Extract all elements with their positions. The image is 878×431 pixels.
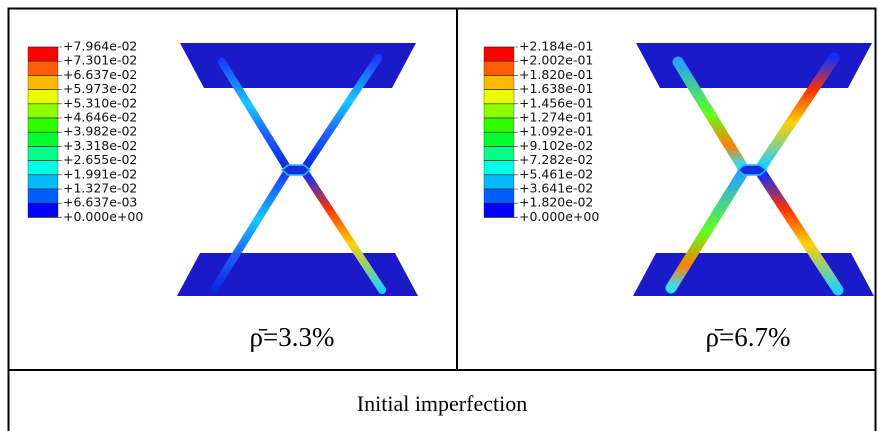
legend-label: +0.000e+00 [519, 209, 599, 224]
center-node [738, 165, 766, 175]
fea-model [633, 43, 874, 296]
legend-label: +2.184e-01 [519, 39, 593, 54]
legend-label: +1.820e-01 [519, 67, 593, 82]
legend-label: +1.638e-01 [519, 81, 593, 96]
legend-label: +1.327e-02 [63, 181, 137, 196]
legend-label: +6.637e-02 [63, 67, 137, 82]
panel: +7.964e-02+7.301e-02+6.637e-02+5.973e-02… [28, 39, 418, 353]
legend: +2.184e-01+2.002e-01+1.820e-01+1.638e-01… [484, 39, 599, 224]
legend-swatch [484, 175, 514, 189]
legend-swatch [28, 90, 58, 104]
footer-text: Initial imperfection [357, 391, 527, 416]
legend-label: +5.973e-02 [63, 81, 137, 96]
legend-label: +5.310e-02 [63, 95, 137, 110]
legend-swatch [484, 104, 514, 118]
legend-swatch [484, 189, 514, 203]
top-plate [636, 43, 872, 88]
legend-swatch [484, 146, 514, 160]
legend-label: +2.655e-02 [63, 152, 137, 167]
legend-label: +1.274e-01 [519, 110, 593, 125]
legend-swatch [28, 189, 58, 203]
legend-swatch [28, 104, 58, 118]
legend-label: +7.282e-02 [519, 152, 593, 167]
figure: Initial imperfection +7.964e-02+7.301e-0… [0, 0, 878, 431]
legend: +7.964e-02+7.301e-02+6.637e-02+5.973e-02… [28, 39, 143, 224]
legend-label: +7.964e-02 [63, 39, 137, 54]
caption: ρ̄=3.3% [250, 322, 335, 352]
legend-swatch [484, 47, 514, 61]
legend-label: +2.002e-01 [519, 53, 593, 68]
legend-label: +1.991e-02 [63, 166, 137, 181]
top-plate [180, 43, 416, 88]
legend-swatch [28, 75, 58, 89]
legend-swatch [484, 75, 514, 89]
legend-swatch [28, 146, 58, 160]
legend-label: +9.102e-02 [519, 138, 593, 153]
legend-label: +6.637e-03 [63, 195, 137, 210]
legend-swatch [28, 118, 58, 132]
legend-label: +3.982e-02 [63, 124, 137, 139]
fea-model [177, 43, 418, 296]
legend-swatch [484, 203, 514, 217]
center-node [282, 165, 310, 175]
legend-swatch [28, 132, 58, 146]
legend-swatch [28, 175, 58, 189]
legend-label: +3.318e-02 [63, 138, 137, 153]
legend-label: +4.646e-02 [63, 110, 137, 125]
legend-label: +3.641e-02 [519, 181, 593, 196]
legend-label: +5.461e-02 [519, 166, 593, 181]
legend-label: +1.820e-02 [519, 195, 593, 210]
legend-label: +7.301e-02 [63, 53, 137, 68]
legend-label: +1.092e-01 [519, 124, 593, 139]
legend-swatch [484, 90, 514, 104]
legend-swatch [28, 161, 58, 175]
legend-swatch [484, 61, 514, 75]
caption: ρ̄=6.7% [706, 322, 791, 352]
legend-swatch [28, 47, 58, 61]
legend-swatch [484, 132, 514, 146]
legend-label: +0.000e+00 [63, 209, 143, 224]
panel: +2.184e-01+2.002e-01+1.820e-01+1.638e-01… [484, 39, 874, 353]
legend-swatch [484, 118, 514, 132]
legend-swatch [28, 203, 58, 217]
legend-swatch [484, 161, 514, 175]
legend-swatch [28, 61, 58, 75]
legend-label: +1.456e-01 [519, 95, 593, 110]
